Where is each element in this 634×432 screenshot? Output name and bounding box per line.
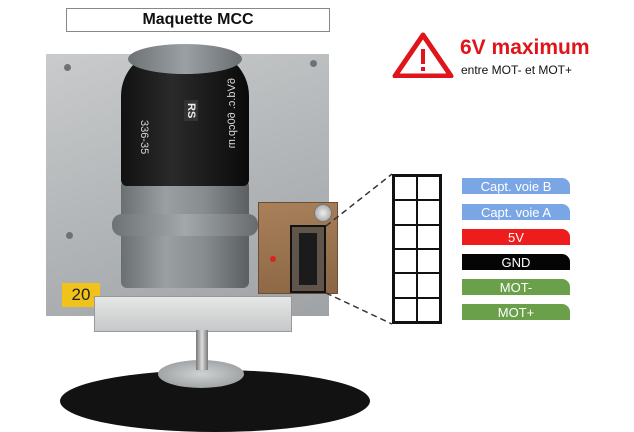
- pin-label-mot-minus: MOT-: [462, 279, 570, 295]
- pin-label-capt-b: Capt. voie B: [462, 178, 570, 194]
- motor-base-block: [94, 296, 292, 332]
- pin-cell: [394, 176, 417, 201]
- pin-cell: [417, 249, 440, 274]
- board-led: [270, 256, 276, 262]
- zoom-connector-lines: [325, 173, 393, 325]
- pin-cell: [417, 176, 440, 201]
- plate-number-label: 20: [62, 283, 100, 307]
- pin-cell: [417, 224, 440, 249]
- pin-label-gnd: GND: [462, 254, 570, 270]
- plate-screw-icon: [66, 232, 73, 239]
- motor-cap: [128, 44, 242, 74]
- motor-collar: [112, 214, 258, 236]
- pin-connector: [290, 225, 326, 293]
- pin-label-mot-plus: MOT+: [462, 304, 570, 320]
- pin-cell: [417, 297, 440, 322]
- pin-cell: [417, 273, 440, 298]
- connector-pins: [299, 233, 317, 285]
- pin-cell: [394, 200, 417, 225]
- pin-cell: [394, 297, 417, 322]
- board-screw-icon: [314, 204, 332, 222]
- pin-cell: [394, 224, 417, 249]
- page-title: Maquette MCC: [142, 11, 254, 28]
- pinout-grid: [392, 174, 442, 324]
- plate-screw-icon: [310, 60, 317, 67]
- warning-triangle-icon: [392, 32, 454, 78]
- pin-label-5v: 5V: [462, 229, 570, 245]
- title-box: Maquette MCC: [66, 8, 330, 32]
- motor-shaft: [196, 330, 208, 370]
- plate-screw-icon: [64, 64, 71, 71]
- pin-cell: [394, 273, 417, 298]
- warning-subtitle: entre MOT- et MOT+: [461, 63, 573, 77]
- pin-label-capt-a: Capt. voie A: [462, 204, 570, 220]
- pin-cell: [394, 249, 417, 274]
- warning-title: 6V maximum: [460, 36, 590, 59]
- pin-cell: [417, 200, 440, 225]
